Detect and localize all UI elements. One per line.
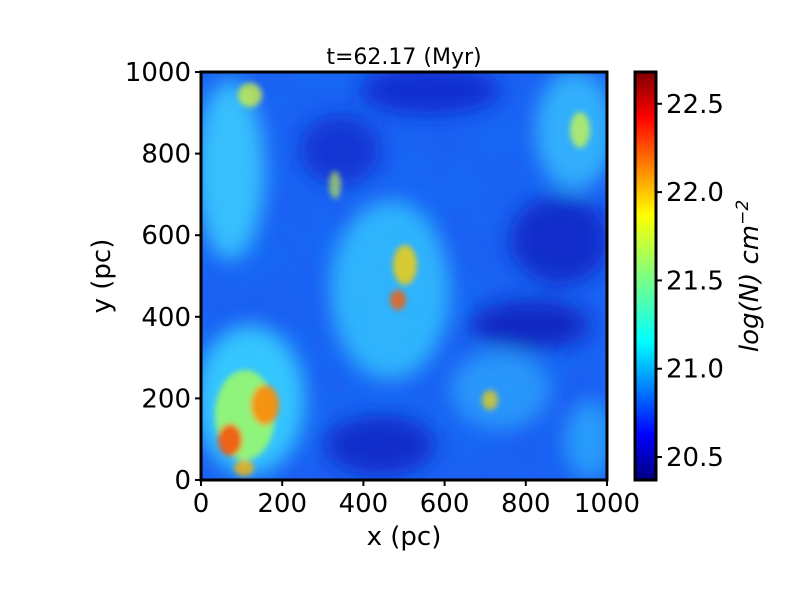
y-tick-label: 600 [141,221,191,251]
colorbar-tick-label: 22.5 [666,90,724,120]
colorbar [633,70,658,482]
colorbar-tick-label: 21.0 [666,355,724,385]
y-tick-label: 400 [141,303,191,333]
y-tick-label: 200 [141,384,191,414]
x-tick-label: 600 [420,489,470,519]
colorbar-ticks: 20.5 21.0 21.5 22.0 22.5 [656,90,724,473]
y-tick-label: 0 [174,466,191,496]
y-tick-label: 1000 [125,58,191,88]
y-axis-ticks: 0 200 400 600 800 1000 [125,58,201,496]
colorbar-tick-label: 20.5 [666,443,724,473]
colorbar-tick-label: 21.5 [666,266,724,296]
colorbar-label-exponent: −2 [733,200,753,225]
colorbar-label: log(N) cm−2 [733,200,765,352]
plot-frame [199,70,609,482]
x-tick-label: 1000 [574,489,640,519]
heatmap-image [201,72,607,480]
x-axis-ticks: 0 200 400 600 800 1000 [193,480,640,519]
x-axis-label: x (pc) [367,522,442,552]
chart-title: t=62.17 (Myr) [326,45,481,70]
x-tick-label: 200 [257,489,307,519]
colorbar-label-text: log(N) cm [735,225,765,352]
colorbar-tick-label: 22.0 [666,178,724,208]
y-tick-label: 800 [141,140,191,170]
x-tick-label: 800 [501,489,551,519]
x-tick-label: 0 [193,489,210,519]
x-tick-label: 400 [339,489,389,519]
y-axis-label: y (pc) [87,239,117,314]
